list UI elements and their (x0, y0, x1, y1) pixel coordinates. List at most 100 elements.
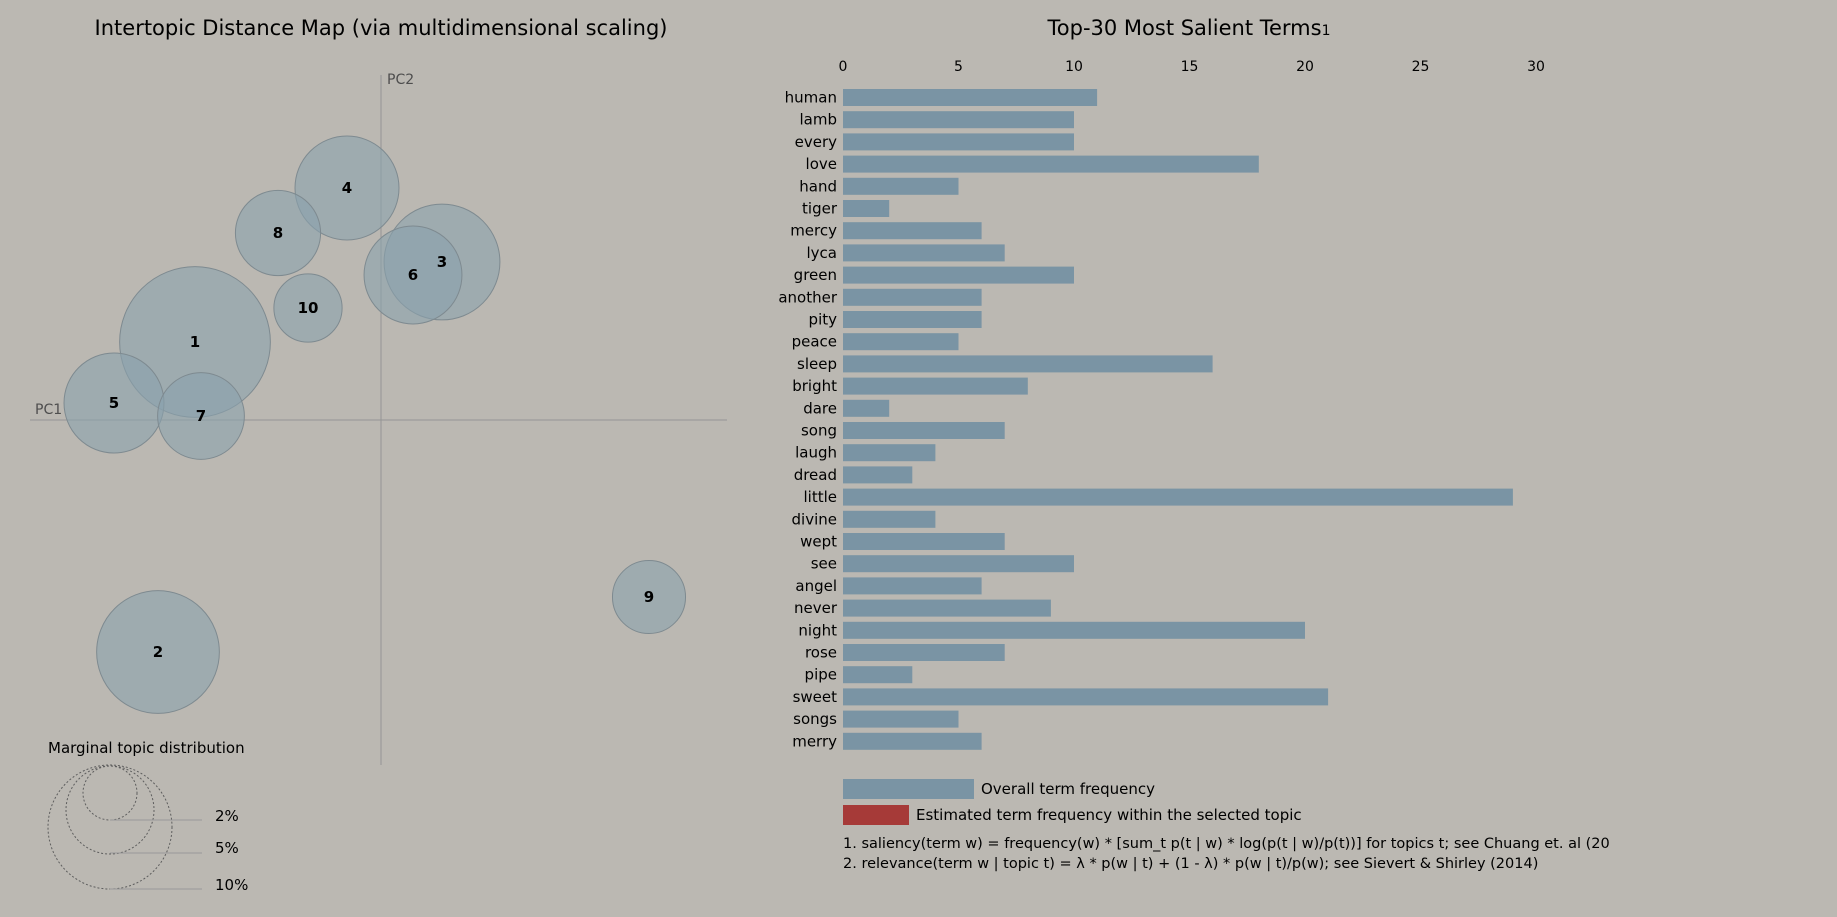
term-bar-green[interactable] (843, 266, 1074, 284)
topic-bubble-7[interactable] (157, 372, 245, 460)
term-label-little[interactable]: little (804, 488, 838, 506)
term-label-love[interactable]: love (806, 155, 837, 173)
term-label-lamb[interactable]: lamb (800, 111, 838, 129)
marginal-circle-2pct (82, 765, 138, 821)
bar-tick-label-5: 5 (954, 59, 963, 75)
term-label-laugh[interactable]: laugh (795, 444, 837, 462)
topic-label-4: 4 (342, 179, 352, 197)
term-label-dare[interactable]: dare (803, 399, 837, 417)
marginal-label-10pct: 10% (215, 876, 248, 894)
term-label-another[interactable]: another (778, 288, 837, 306)
legend-selected-label: Estimated term frequency within the sele… (916, 806, 1302, 824)
term-bar-lyca[interactable] (843, 244, 1005, 262)
term-label-sweet[interactable]: sweet (793, 688, 838, 706)
marginal-size-legend: 2% 5% 10% (47, 764, 248, 894)
term-bar-pity[interactable] (843, 311, 982, 328)
term-label-never[interactable]: never (794, 599, 838, 617)
term-label-sleep[interactable]: sleep (797, 355, 837, 373)
bar-tick-label-0: 0 (839, 59, 848, 75)
term-bar-songs[interactable] (843, 710, 959, 728)
term-bar-love[interactable] (843, 155, 1259, 173)
term-bar-tiger[interactable] (843, 200, 890, 217)
term-bar-song[interactable] (843, 422, 1005, 439)
term-bar-merry[interactable] (843, 732, 982, 750)
term-label-every[interactable]: every (795, 133, 838, 151)
topic-label-6: 6 (408, 266, 418, 284)
topic-label-2: 2 (153, 643, 163, 661)
term-bar-hand[interactable] (843, 177, 959, 195)
term-label-song[interactable]: song (801, 422, 837, 440)
topic-label-1: 1 (190, 333, 200, 351)
term-bar-rose[interactable] (843, 644, 1005, 661)
term-bar-human[interactable] (843, 89, 1098, 106)
salient-terms-title: Top-30 Most Salient Terms1 (1047, 16, 1331, 40)
topic-label-7: 7 (196, 407, 206, 425)
term-bar-laugh[interactable] (843, 444, 936, 462)
term-bar-see[interactable] (843, 555, 1074, 573)
topic-bubble-4[interactable] (294, 135, 400, 241)
term-bar-divine[interactable] (843, 510, 936, 528)
term-label-lyca[interactable]: lyca (807, 244, 837, 262)
topic-bubble-10[interactable] (273, 273, 343, 343)
bar-tick-label-20: 20 (1296, 59, 1314, 75)
term-label-night[interactable]: night (798, 621, 837, 639)
marginal-circle-5pct (65, 765, 155, 855)
bar-axis-ticks: 0 5 10 15 20 25 30 (839, 59, 1545, 75)
legend-selected-swatch (843, 805, 909, 825)
bar-tick-label-25: 25 (1412, 59, 1430, 75)
term-bar-lamb[interactable] (843, 111, 1074, 129)
term-label-rose[interactable]: rose (805, 644, 837, 662)
term-bar-never[interactable] (843, 599, 1051, 617)
term-label-peace[interactable]: peace (792, 333, 837, 351)
term-bar-peace[interactable] (843, 333, 959, 351)
term-label-merry[interactable]: merry (792, 732, 837, 750)
term-label-green[interactable]: green (794, 266, 837, 284)
term-label-pity[interactable]: pity (809, 311, 838, 329)
marginal-circle-10pct (47, 764, 173, 890)
term-label-see[interactable]: see (811, 555, 837, 573)
marginal-label-2pct: 2% (215, 807, 239, 825)
pc1-axis-label: PC1 (35, 402, 62, 418)
term-bar-wept[interactable] (843, 533, 1005, 550)
footnote-saliency: 1. saliency(term w) = frequency(w) * [su… (843, 836, 1610, 852)
term-label-wept[interactable]: wept (800, 533, 837, 551)
bar-tick-label-10: 10 (1065, 59, 1083, 75)
term-label-songs[interactable]: songs (793, 710, 837, 728)
footnote-relevance: 2. relevance(term w | topic t) = λ * p(w… (843, 856, 1538, 872)
term-bar-little[interactable] (843, 488, 1513, 506)
bar-tick-label-15: 15 (1181, 59, 1199, 75)
term-label-tiger[interactable]: tiger (802, 200, 838, 218)
bar-tick-label-30: 30 (1527, 59, 1545, 75)
term-bar-dread[interactable] (843, 466, 913, 484)
term-label-divine[interactable]: divine (792, 510, 837, 528)
topic-bubble-2[interactable] (96, 590, 220, 714)
term-bar-pipe[interactable] (843, 666, 913, 684)
pc2-axis-label: PC2 (387, 72, 414, 88)
term-bar-bright[interactable] (843, 377, 1028, 395)
term-label-dread[interactable]: dread (794, 466, 837, 484)
term-bar-mercy[interactable] (843, 222, 982, 240)
term-bar-another[interactable] (843, 288, 982, 306)
topic-bubble-9[interactable] (611, 559, 687, 635)
term-bar-night[interactable] (843, 621, 1305, 639)
term-label-pipe[interactable]: pipe (805, 666, 837, 684)
topic-bubble-6[interactable] (363, 225, 463, 325)
marginal-distribution-title: Marginal topic distribution (48, 739, 245, 757)
term-bar-sweet[interactable] (843, 688, 1329, 706)
term-label-bright[interactable]: bright (792, 377, 837, 395)
term-label-human[interactable]: human (785, 89, 837, 107)
topic-bubble-8[interactable] (234, 189, 322, 277)
term-bar-dare[interactable] (843, 399, 890, 417)
term-bar-sleep[interactable] (843, 355, 1213, 373)
term-label-hand[interactable]: hand (799, 177, 837, 195)
term-bar-every[interactable] (843, 133, 1074, 151)
term-label-angel[interactable]: angel (795, 577, 837, 595)
salient-terms-title-footnote: 1 (1322, 23, 1331, 39)
topic-label-5: 5 (109, 394, 119, 412)
topic-label-3: 3 (437, 253, 447, 271)
term-bar-angel[interactable] (843, 577, 982, 595)
topic-label-9: 9 (644, 588, 654, 606)
term-label-mercy[interactable]: mercy (790, 222, 837, 240)
